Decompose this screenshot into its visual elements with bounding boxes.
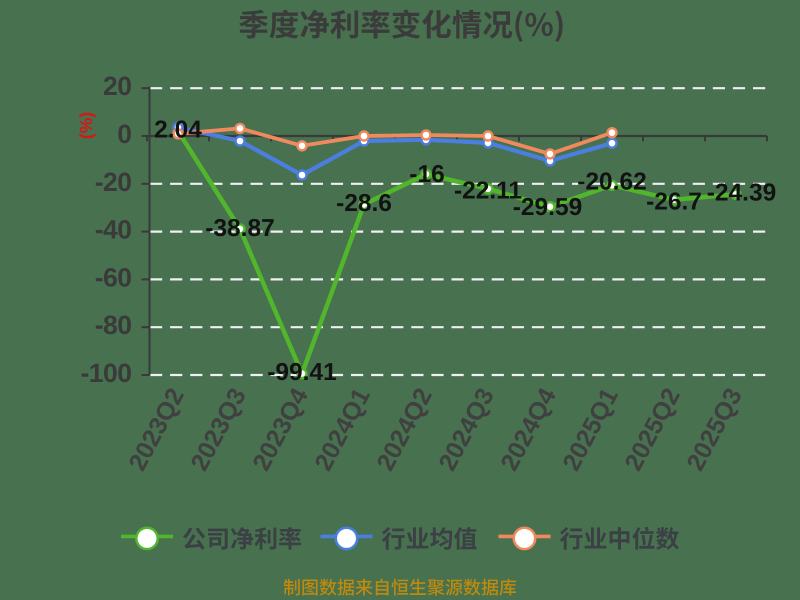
svg-text:-20.62: -20.62	[577, 169, 646, 196]
svg-text:0: 0	[117, 119, 131, 149]
svg-text:-26.7: -26.7	[646, 188, 702, 215]
svg-text:-80: -80	[95, 310, 132, 340]
svg-text:(%): (%)	[76, 112, 96, 139]
svg-text:-99.41: -99.41	[267, 359, 336, 386]
svg-text:-16: -16	[409, 161, 444, 188]
svg-text:-28.6: -28.6	[336, 190, 392, 217]
svg-text:20: 20	[103, 71, 131, 101]
svg-text:2.04: 2.04	[154, 116, 202, 143]
svg-text:-60: -60	[95, 262, 132, 292]
svg-text:-40: -40	[95, 215, 132, 245]
svg-text:-38.87: -38.87	[205, 215, 274, 242]
svg-text:-29.59: -29.59	[513, 194, 582, 221]
svg-text:-100: -100	[80, 358, 131, 388]
svg-text:-20: -20	[95, 167, 132, 197]
svg-text:-24.39: -24.39	[707, 179, 776, 206]
svg-text:-22.11: -22.11	[454, 177, 522, 204]
